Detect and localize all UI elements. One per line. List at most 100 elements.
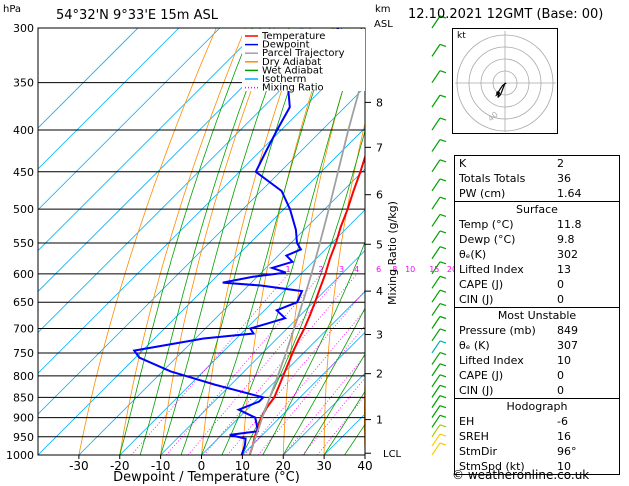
datetime-label: 12.10.2021 12GMT (Base: 00) [408,7,604,22]
mixing-ratio-label: 20 [447,265,457,274]
wet-adiabat-line [323,390,365,455]
mixing-ratio-line [244,309,365,455]
index-label: EH [459,415,475,428]
isotherm-line [38,86,365,415]
wet-adiabat-line [119,28,253,455]
km-tick-label: 7 [376,141,383,154]
index-value: 2 [557,157,564,170]
mixing-ratio-label: 3 [339,265,344,274]
x-axis-label: Dewpoint / Temperature (°C) [113,470,300,485]
isotherm-line [38,28,139,129]
dry-adiabat-line [364,364,365,455]
index-label: PW (cm) [459,187,506,200]
wind-barb [431,303,441,316]
wind-barb [431,275,441,289]
isotherm-line [38,28,343,333]
pressure-tick-label: 650 [13,296,34,309]
wind-barb [431,395,441,408]
legend-label: Dewpoint [262,40,310,51]
pressure-tick-label: 750 [13,347,34,360]
mixing-ratio-line [203,273,358,455]
x-tick-label: 40 [357,459,372,473]
km-tick-label: 5 [376,238,383,251]
wind-barb-flag [439,117,447,121]
pressure-tick-label: 800 [13,370,34,383]
wind-barb [431,433,441,447]
index-value: 10 [557,354,571,367]
mixing-ratio-label: 2 [319,265,324,274]
pressure-tick-label: 500 [13,203,34,216]
index-value: 10 [557,460,571,473]
pressure-tick-label: 1000 [6,449,34,462]
wind-barb-flag [439,159,447,163]
index-value: 0 [557,278,564,291]
isotherm-line [78,168,365,455]
pressure-tick-label: 300 [13,22,34,35]
wind-barb-flag [439,363,447,367]
km-tick-label: 4 [376,285,383,298]
wind-barb [431,328,441,342]
index-label: Pressure (mb) [459,324,536,337]
wet-adiabat-line [282,307,365,455]
wind-barb-flag [439,213,447,218]
pressure-tick-label: 900 [13,412,34,425]
legend-label: Dry Adiabat [262,57,321,68]
wind-barb [431,405,441,418]
legend-label: Temperature [261,31,325,42]
wind-barb-flag [439,196,447,200]
index-value: 0 [557,293,564,306]
wind-barb-flag [439,442,447,446]
isotherm-line [119,209,365,455]
wind-barb [431,139,441,152]
wind-barb [431,442,441,456]
index-value: 302 [557,248,578,261]
km-unit-label: km [375,4,391,15]
dry-adiabat-line [119,28,246,455]
wind-barb-flag [439,289,447,293]
index-row: Lifted Index 10 [455,353,619,368]
index-label: SREH [459,430,489,443]
section-header: Hodograph [455,398,619,414]
index-row: StmSpd (kt) 10 [455,459,619,474]
index-label: StmDir [459,445,498,458]
lcl-label: LCL [383,449,402,460]
wind-barb-flag [439,424,447,428]
parcel-trajectory-line [248,68,365,455]
dry-adiabat-line [78,28,217,455]
wind-barb [431,374,441,388]
wind-barb-flag [439,303,447,307]
index-row: Dewp (°C) 9.8 [455,232,619,247]
wind-barb [431,363,441,377]
index-value: 9.8 [557,233,575,246]
index-value: 11.8 [557,218,582,231]
hodograph-unit-label: kt [457,31,466,41]
pressure-tick-label: 550 [13,237,34,250]
index-row: CIN (J) 0 [455,292,619,307]
index-label: Temp (°C) [459,218,514,231]
wind-barb-flag [439,70,447,74]
index-value: 96° [557,445,577,458]
index-label: CIN (J) [459,293,494,306]
pressure-tick-label: 400 [13,124,34,137]
pressure-tick-label: 950 [13,431,34,444]
copyright-footer: © weatheronline.co.uk [452,468,590,482]
mixing-ratio-label: 6 [376,265,381,274]
isotherm-line [38,28,180,170]
mixing-ratio-line [283,354,365,455]
index-label: Lifted Index [459,263,524,276]
wind-barb [431,352,441,365]
index-row: Lifted Index 13 [455,262,619,277]
mixing-ratio-label: 4 [354,265,359,274]
wind-barb [431,214,441,227]
index-row: PW (cm) 1.64 [455,186,619,201]
wind-barb-flag [439,352,447,356]
pressure-tick-label: 450 [13,166,34,179]
index-row: EH -6 [455,414,619,429]
isotherm-line [242,331,365,455]
pressure-tick-label: 600 [13,268,34,281]
mixing-ratio-axis-label: Mixing Ratio (g/kg) [386,201,399,305]
legend-label: Isotherm [262,74,306,85]
dewpoint-line [132,28,340,455]
index-row: CAPE (J) 0 [455,277,619,292]
